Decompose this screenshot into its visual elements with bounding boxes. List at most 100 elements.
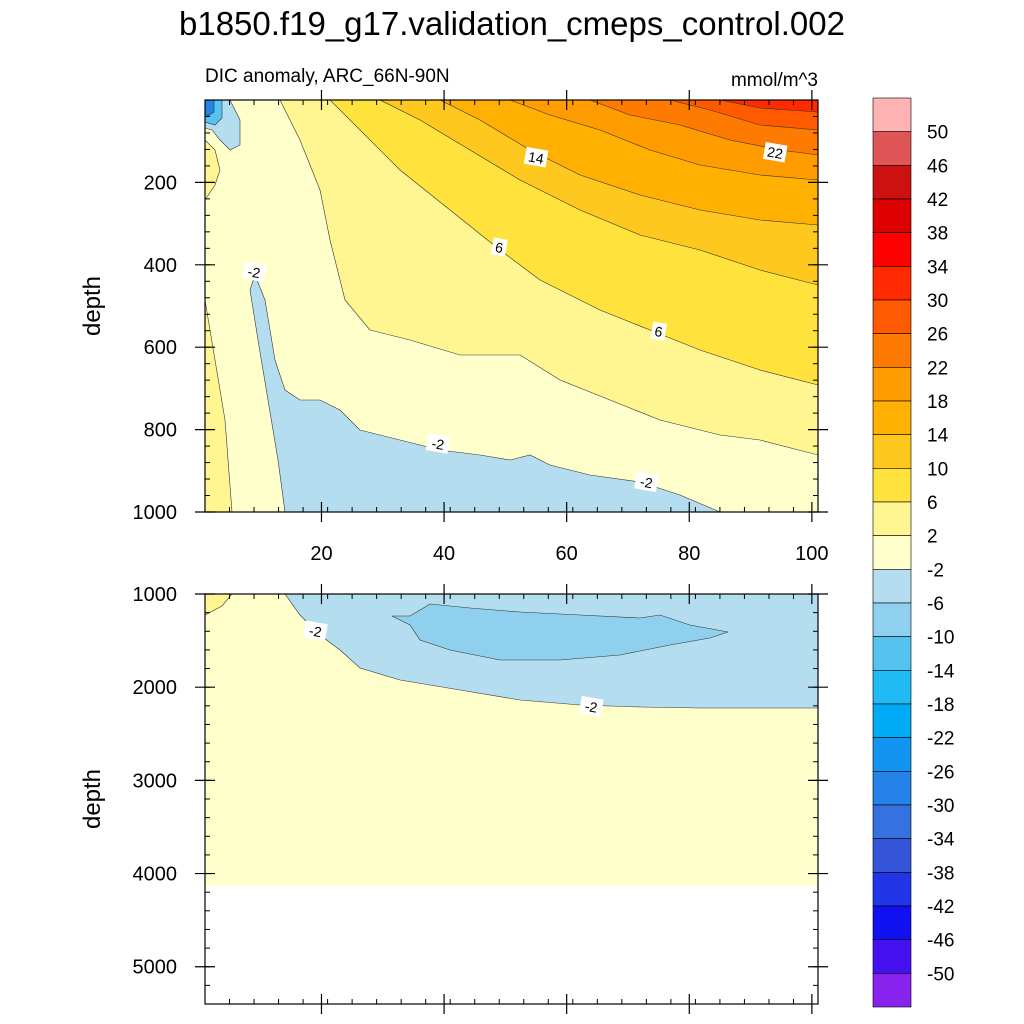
colorbar-level-label: 22 — [927, 358, 948, 379]
x-tick-label: 40 — [433, 543, 455, 565]
colorbar-swatch — [872, 703, 912, 738]
colorbar-level-label: 46 — [927, 156, 948, 177]
y-tick-label: 5000 — [133, 957, 178, 979]
contour-label-bg — [634, 471, 659, 493]
colorbar-level-label: 26 — [927, 325, 948, 346]
y-tick-label: 200 — [144, 172, 177, 194]
x-tick-label: 20 — [310, 543, 332, 565]
units-label: mmol/m^3 — [731, 70, 818, 91]
y-tick-label: 4000 — [133, 864, 178, 886]
colorbar-swatch — [872, 131, 912, 166]
contour-label-bg — [523, 146, 549, 168]
colorbar-swatch — [872, 636, 912, 671]
colorbar-level-label: -2 — [927, 560, 944, 581]
colorbar-swatch — [872, 569, 912, 604]
colorbar-swatch — [872, 198, 912, 233]
colorbar-swatch — [872, 299, 912, 334]
colorbar-swatch — [872, 602, 912, 637]
contour-label-text: -2 — [639, 473, 654, 491]
colorbar-swatch — [872, 232, 912, 267]
colorbar-level-label: 18 — [927, 392, 948, 413]
colorbar-swatch — [872, 367, 912, 402]
fill-band — [205, 886, 818, 1004]
colorbar-level-label: 14 — [927, 426, 949, 447]
contour-label-text: 6 — [653, 323, 664, 340]
x-tick-label: 60 — [556, 543, 578, 565]
colorbar-swatch — [872, 266, 912, 301]
contour-label: 6 — [650, 321, 668, 341]
colorbar-level-label: 6 — [927, 493, 938, 514]
upper-ylabel: depth — [79, 276, 106, 336]
colorbar-level-label: -30 — [927, 796, 954, 817]
colorbar-swatch — [872, 804, 912, 839]
colorbar-swatch — [872, 165, 912, 200]
fill-band — [249, 274, 721, 512]
contour-label-bg — [303, 620, 328, 642]
contour-label-text: 14 — [527, 148, 545, 166]
colorbar-level-label: -46 — [927, 931, 954, 952]
colorbar-level-label: -22 — [927, 729, 954, 750]
contour-label-text: -2 — [247, 263, 262, 281]
contour-label: -2 — [241, 261, 267, 283]
y-tick-label: 600 — [144, 337, 177, 359]
upper-axes: 20 40 60 80 100 200 400 600 800 1000 14 22 6 -2 6 -2 -2 — [133, 90, 829, 565]
colorbar-swatch — [872, 905, 912, 940]
colorbar-level-label: 34 — [927, 257, 949, 278]
lower-axes: 1000 2000 3000 4000 5000 -2 -2 — [133, 584, 828, 1014]
colorbar-swatch — [872, 771, 912, 806]
fill-band — [391, 603, 729, 661]
contour-label-text: -2 — [584, 698, 599, 716]
fill-band — [205, 299, 233, 512]
contour-label-bg — [762, 141, 788, 163]
colorbar-level-label: 2 — [927, 527, 938, 548]
colorbar-level-label: -42 — [927, 897, 954, 918]
fill-band — [205, 594, 233, 616]
upper-subtitle: DIC anomaly, ARC_66N-90N — [205, 66, 450, 87]
colorbar-level-label: -38 — [927, 863, 954, 884]
contour-label-text: 22 — [766, 144, 784, 162]
chart-title: b1850.f19_g17.validation_cmeps_control.0… — [179, 5, 845, 42]
contour-label: 22 — [762, 141, 788, 163]
contour-label-bg — [578, 695, 604, 717]
colorbar-swatch — [872, 737, 912, 772]
colorbar-level-label: -6 — [927, 594, 944, 615]
colorbar-level-label: -34 — [927, 830, 955, 851]
colorbar-level-label: 50 — [927, 123, 948, 144]
y-tick-label: 1000 — [133, 502, 178, 524]
contour-label-text: 6 — [494, 239, 505, 256]
x-tick-label: 80 — [678, 543, 700, 565]
fill-band — [205, 100, 215, 117]
contour-label: -2 — [578, 695, 604, 717]
y-tick-label: 400 — [144, 255, 177, 277]
colorbar-swatch — [872, 468, 912, 503]
colorbar-swatch — [872, 333, 912, 368]
colorbar-level-label: -18 — [927, 695, 954, 716]
colorbar-level-label: -14 — [927, 661, 955, 682]
lower-contour-fill — [205, 594, 818, 1004]
y-tick-label: 1000 — [133, 584, 178, 606]
contour-label: -2 — [634, 471, 659, 493]
contour-label-bg — [425, 433, 451, 454]
colorbar-level-label: 42 — [927, 190, 948, 211]
lower-ylabel: depth — [79, 769, 106, 829]
contour-label-bg — [490, 237, 508, 257]
colorbar-level-label: -26 — [927, 762, 954, 783]
colorbar-swatch — [872, 535, 912, 570]
upper-contour-fill — [205, 100, 818, 512]
colorbar-level-label: 38 — [927, 224, 948, 245]
colorbar: 50 46 42 38 34 30 26 22 18 14 10 6 2 -2 -6 -10 -14 -18 -22… — [872, 97, 955, 1008]
colorbar-level-label: -10 — [927, 628, 954, 649]
colorbar-swatch — [872, 670, 912, 705]
colorbar-level-label: 10 — [927, 459, 948, 480]
contour-label-bg — [241, 261, 267, 283]
upper-plot-frame — [204, 99, 819, 513]
contour-label: -2 — [425, 433, 451, 454]
colorbar-swatch — [872, 973, 912, 1008]
contour-label-bg — [650, 321, 668, 341]
fill-band — [205, 139, 221, 201]
colorbar-swatch — [872, 838, 912, 873]
x-tick-label: 100 — [795, 543, 828, 565]
colorbar-swatch — [872, 939, 912, 974]
lower-panel: 1000 2000 3000 4000 5000 -2 -2 depth — [79, 584, 828, 1014]
